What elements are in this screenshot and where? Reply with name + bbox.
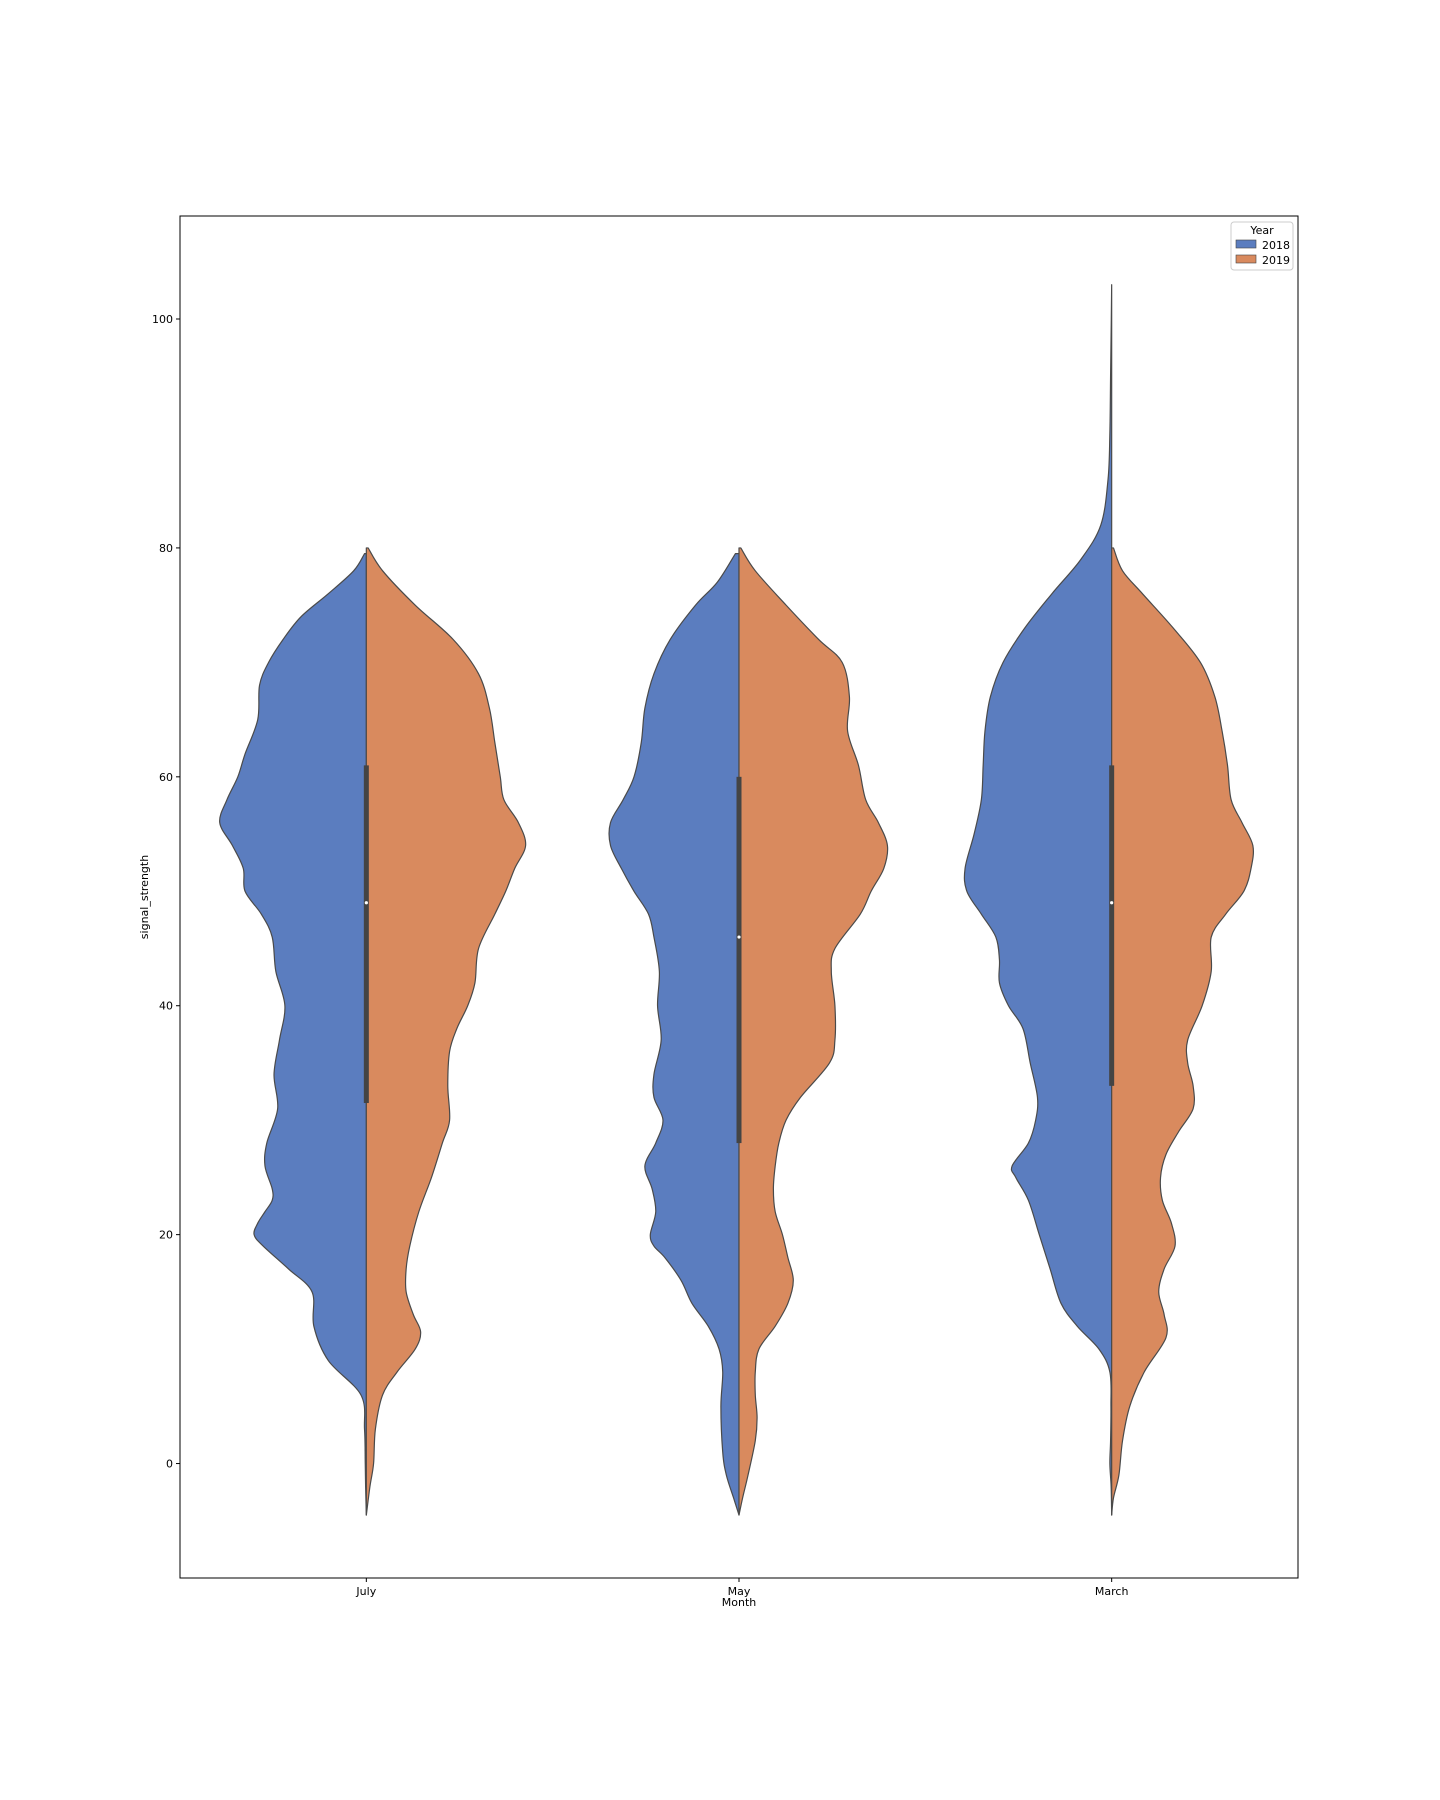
y-tick-label: 20 bbox=[159, 1229, 173, 1242]
median-marker-may bbox=[737, 935, 741, 939]
violin-half-march-2019 bbox=[1111, 547, 1255, 1516]
y-tick-label: 100 bbox=[152, 313, 173, 326]
violin-half-march-2018 bbox=[963, 284, 1113, 1516]
legend-swatch-2018 bbox=[1235, 239, 1257, 249]
y-axis-label: signal_strength bbox=[138, 855, 151, 939]
violin-half-july-2019 bbox=[365, 547, 527, 1516]
x-axis-label: Month bbox=[722, 1596, 757, 1609]
x-tick-label-march: March bbox=[1095, 1585, 1129, 1598]
x-tick-label-july: July bbox=[355, 1585, 376, 1598]
legend-title: Year bbox=[1249, 224, 1274, 237]
box-iqr-july bbox=[363, 765, 369, 1104]
y-tick-label: 60 bbox=[159, 771, 173, 784]
y-tick-label: 40 bbox=[159, 1000, 173, 1013]
box-iqr-may bbox=[736, 776, 742, 1144]
y-axis: 0 20 40 60 80 100 bbox=[152, 313, 180, 1471]
violin-half-may-2018 bbox=[608, 553, 740, 1516]
legend-label-2018: 2018 bbox=[1262, 239, 1290, 252]
boxes-layer bbox=[363, 765, 1115, 1144]
median-marker-march bbox=[1110, 901, 1114, 905]
legend: Year 2018 2019 bbox=[1230, 221, 1294, 271]
violin-half-july-2018 bbox=[219, 553, 367, 1516]
y-tick-label: 80 bbox=[159, 542, 173, 555]
box-iqr-march bbox=[1109, 765, 1115, 1086]
x-tick-label-may: May bbox=[728, 1585, 751, 1598]
legend-swatch-2019 bbox=[1235, 254, 1257, 264]
violin-half-may-2019 bbox=[738, 547, 889, 1516]
violins-layer bbox=[219, 284, 1255, 1516]
median-marker-july bbox=[364, 901, 368, 905]
legend-label-2019: 2019 bbox=[1262, 254, 1290, 267]
y-tick-label: 0 bbox=[166, 1458, 173, 1471]
x-axis: July May March bbox=[355, 1578, 1128, 1598]
